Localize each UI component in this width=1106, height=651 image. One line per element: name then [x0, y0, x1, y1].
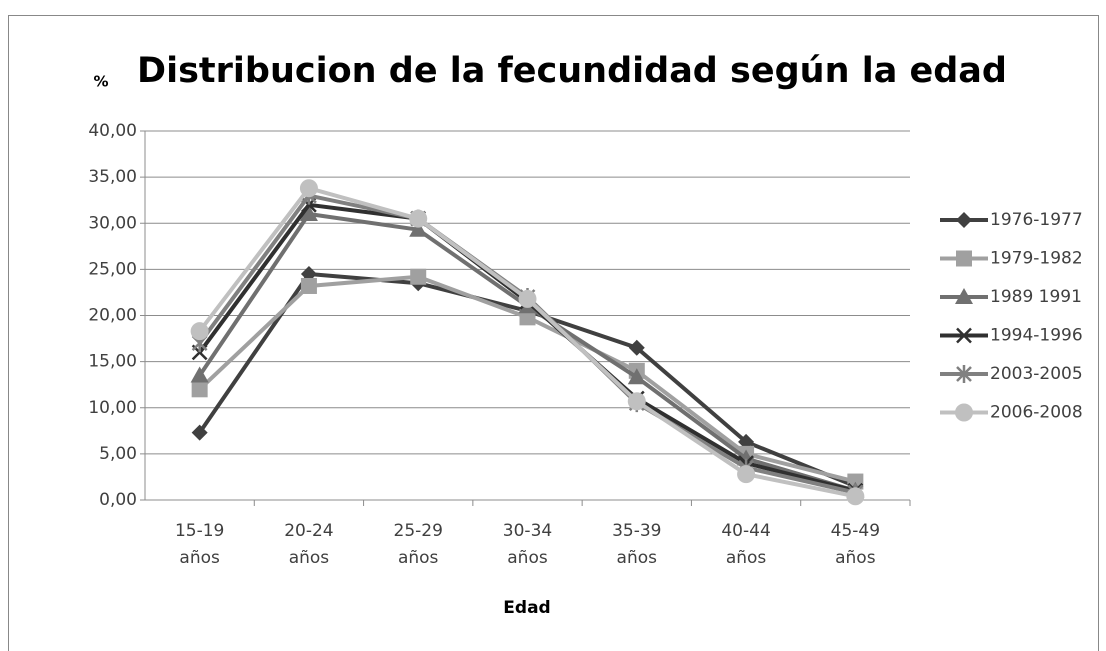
series-line	[198, 186, 856, 499]
marker	[846, 487, 865, 506]
marker	[518, 289, 537, 308]
y-tick-label: 10,00	[88, 398, 137, 418]
marker	[628, 339, 645, 356]
legend-label: 1976-1977	[990, 210, 1083, 230]
x-tick-label: 20-24 años	[284, 521, 334, 568]
y-tick-label: 15,00	[88, 352, 137, 372]
legend-label: 1994-1996	[990, 326, 1083, 346]
x-tick-label: 15-19 años	[174, 521, 225, 568]
legend-marker	[956, 365, 972, 383]
legend-label: 2006-2008	[990, 403, 1083, 423]
y-tick-label: 0,00	[99, 490, 137, 510]
chart-frame	[8, 15, 1099, 651]
x-tick-label: 40-44 años	[721, 521, 771, 568]
x-tick-label: 30-34 años	[502, 521, 553, 568]
x-tick-label: 45-49 años	[830, 521, 881, 568]
legend-marker	[956, 212, 972, 228]
marker	[191, 424, 208, 441]
y-tick-label: 35,00	[88, 167, 137, 187]
y-tick-label: 20,00	[88, 306, 137, 326]
marker	[300, 277, 317, 294]
series-line	[197, 212, 856, 493]
marker	[299, 179, 318, 198]
marker	[410, 268, 427, 285]
marker	[409, 220, 428, 237]
marker	[190, 366, 209, 383]
legend-label: 1989 1991	[990, 287, 1082, 307]
marker	[627, 392, 646, 411]
marker	[191, 381, 208, 398]
y-tick-label: 30,00	[88, 213, 137, 233]
legend-marker	[955, 403, 973, 422]
legend-marker	[956, 327, 972, 344]
y-tick-label: 25,00	[88, 259, 137, 279]
legend-marker	[955, 288, 973, 304]
legend-label: 2003-2005	[990, 364, 1083, 384]
marker	[190, 322, 209, 341]
marker	[627, 368, 646, 385]
marker	[737, 465, 756, 484]
chart-title: Distribucion de la fecundidad según la e…	[137, 51, 1007, 91]
legend-marker	[956, 250, 972, 267]
x-tick-label: 35-39 años	[612, 521, 662, 568]
marker	[519, 309, 536, 326]
marker	[409, 209, 428, 228]
marker	[299, 205, 318, 222]
x-axis-label: Edad	[503, 598, 550, 618]
x-tick-label: 25-29 años	[393, 521, 443, 568]
y-tick-label: 40,00	[88, 121, 137, 141]
legend-label: 1979-1982	[990, 249, 1083, 269]
y-axis-label: %	[93, 73, 108, 91]
y-tick-label: 5,00	[99, 444, 137, 464]
